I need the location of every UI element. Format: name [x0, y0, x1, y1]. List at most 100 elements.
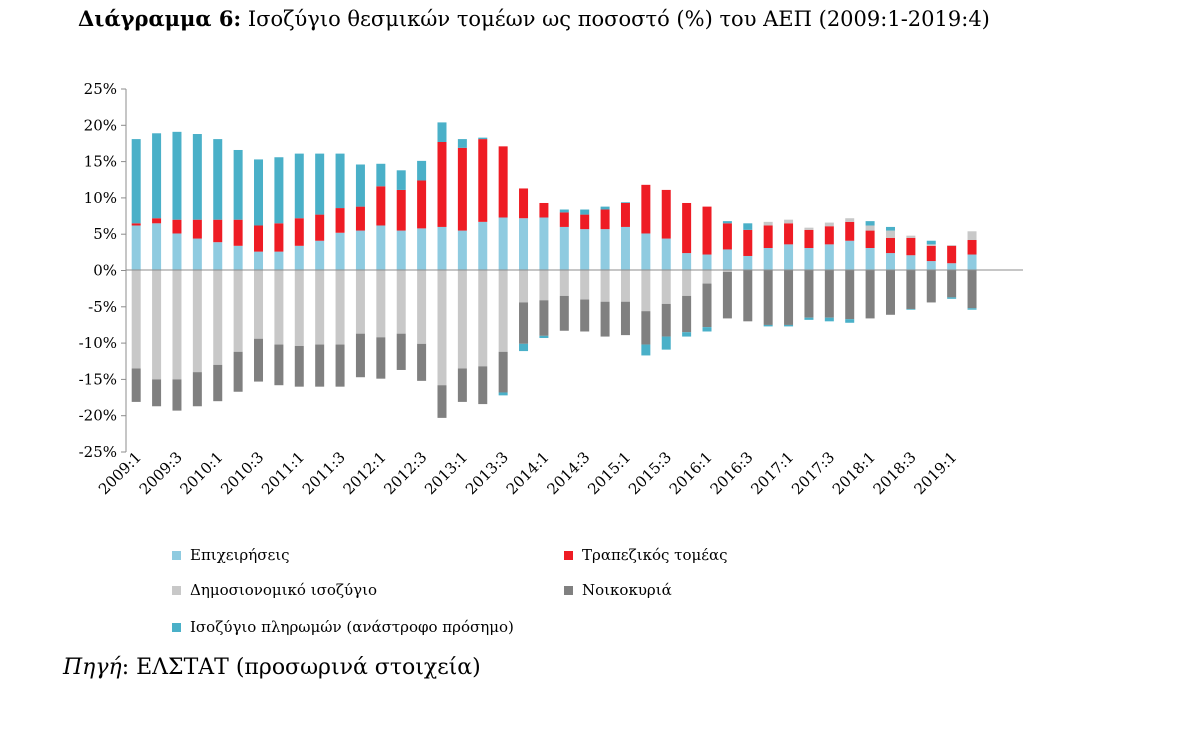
bar-businesses: [641, 233, 651, 271]
bar-households: [376, 337, 386, 379]
bar-households: [152, 379, 162, 407]
bar-balance-of-payments: [702, 327, 712, 332]
bar-households: [682, 295, 692, 333]
bar-businesses: [967, 254, 977, 271]
bar-banking: [947, 245, 957, 264]
bar-banking: [906, 237, 916, 256]
bar-fiscal: [498, 270, 508, 352]
bar-businesses: [519, 218, 529, 271]
bar-businesses: [417, 228, 427, 271]
x-axis-labels: 2009:12009:32010:12010:32011:12011:32012…: [95, 448, 961, 498]
bar-businesses: [763, 247, 773, 271]
y-tick-label: 25%: [84, 80, 117, 98]
bar-fiscal: [192, 270, 202, 373]
bar-businesses: [355, 230, 365, 271]
bar-fiscal: [784, 219, 794, 224]
bar-businesses: [722, 249, 732, 271]
bar-households: [559, 295, 569, 331]
bar-businesses: [865, 247, 875, 271]
legend-label-banking: Τραπεζικός τομέας: [582, 546, 728, 564]
bar-balance-of-payments: [804, 317, 814, 320]
bar-balance-of-payments: [722, 221, 732, 224]
bar-fiscal: [457, 270, 467, 369]
bar-balance-of-payments: [131, 139, 141, 224]
bar-fiscal: [213, 270, 223, 365]
bar-households: [804, 270, 814, 318]
bar-banking: [498, 146, 508, 218]
bar-balance-of-payments: [661, 336, 671, 350]
bar-banking: [824, 226, 834, 245]
bar-banking: [457, 147, 467, 231]
legend-swatch-businesses: [172, 550, 181, 560]
bar-households: [478, 366, 488, 405]
legend-swatch-households: [564, 585, 573, 595]
bar-fiscal: [947, 245, 957, 246]
bar-fiscal: [417, 270, 427, 344]
bar-businesses: [172, 233, 182, 271]
bar-fiscal: [315, 270, 325, 345]
bar-balance-of-payments: [294, 153, 304, 219]
bar-fiscal: [131, 270, 141, 369]
bar-banking: [539, 202, 549, 218]
bar-households: [457, 368, 467, 402]
legend-swatch-banking: [564, 550, 573, 560]
bar-banking: [294, 218, 304, 246]
bar-banking: [315, 214, 325, 241]
y-tick-label: 15%: [84, 153, 117, 171]
bar-businesses: [661, 238, 671, 271]
bar-fiscal: [620, 270, 630, 302]
bar-fiscal: [824, 222, 834, 227]
legend-item-balance-of-payments: Ισοζύγιο πληρωμών (ανάστροφο πρόσημο): [172, 618, 514, 636]
bar-balance-of-payments: [417, 160, 427, 181]
bar-banking: [885, 237, 895, 254]
bar-businesses: [233, 245, 243, 271]
bar-households: [498, 351, 508, 393]
bar-balance-of-payments: [845, 319, 855, 323]
bar-households: [192, 372, 202, 407]
legend-label-businesses: Επιχειρήσεις: [190, 546, 290, 564]
x-tick-label: 2015:1: [584, 448, 634, 498]
bar-fiscal: [804, 227, 814, 230]
bar-households: [172, 379, 182, 411]
bar-fiscal: [763, 221, 773, 226]
bar-balance-of-payments: [254, 159, 264, 226]
bar-businesses: [600, 229, 610, 271]
bar-banking: [743, 229, 753, 256]
bar-fiscal: [437, 270, 447, 386]
x-tick-label: 2017:1: [747, 448, 797, 498]
bar-fiscal: [519, 270, 529, 303]
chart-title-text: Ισοζύγιο θεσμικών τομέων ως ποσοστό (%) …: [241, 7, 990, 31]
x-tick-label: 2011:3: [299, 448, 349, 498]
bar-banking: [152, 218, 162, 224]
bar-businesses: [213, 242, 223, 271]
x-tick-label: 2010:3: [217, 448, 267, 498]
bar-households: [967, 270, 977, 309]
legend-swatch-fiscal: [172, 585, 181, 595]
bar-banking: [213, 219, 223, 243]
bar-fiscal: [641, 270, 651, 312]
bar-banking: [335, 208, 345, 233]
bar-businesses: [743, 255, 753, 271]
bar-banking: [559, 212, 569, 227]
x-tick-label: 2017:3: [788, 448, 838, 498]
bar-banking: [172, 219, 182, 234]
bar-households: [824, 270, 834, 318]
y-tick-label: -25%: [79, 443, 117, 461]
bar-banking: [620, 202, 630, 227]
bar-balance-of-payments: [335, 153, 345, 209]
bar-households: [437, 385, 447, 418]
bar-banking: [722, 223, 732, 250]
bar-businesses: [845, 240, 855, 271]
bar-households: [580, 299, 590, 332]
bar-balance-of-payments: [906, 308, 916, 310]
bar-fiscal: [376, 270, 386, 338]
bar-fiscal: [294, 270, 304, 347]
bar-households: [519, 302, 529, 344]
chart-title: Διάγραμμα 6: Ισοζύγιο θεσμικών τομέων ως…: [78, 6, 990, 31]
y-tick-label: -15%: [79, 370, 117, 388]
bar-households: [396, 333, 406, 370]
bar-fiscal: [559, 270, 569, 296]
bar-banking: [865, 230, 875, 248]
bar-balance-of-payments: [600, 206, 610, 210]
bar-banking: [478, 139, 488, 222]
